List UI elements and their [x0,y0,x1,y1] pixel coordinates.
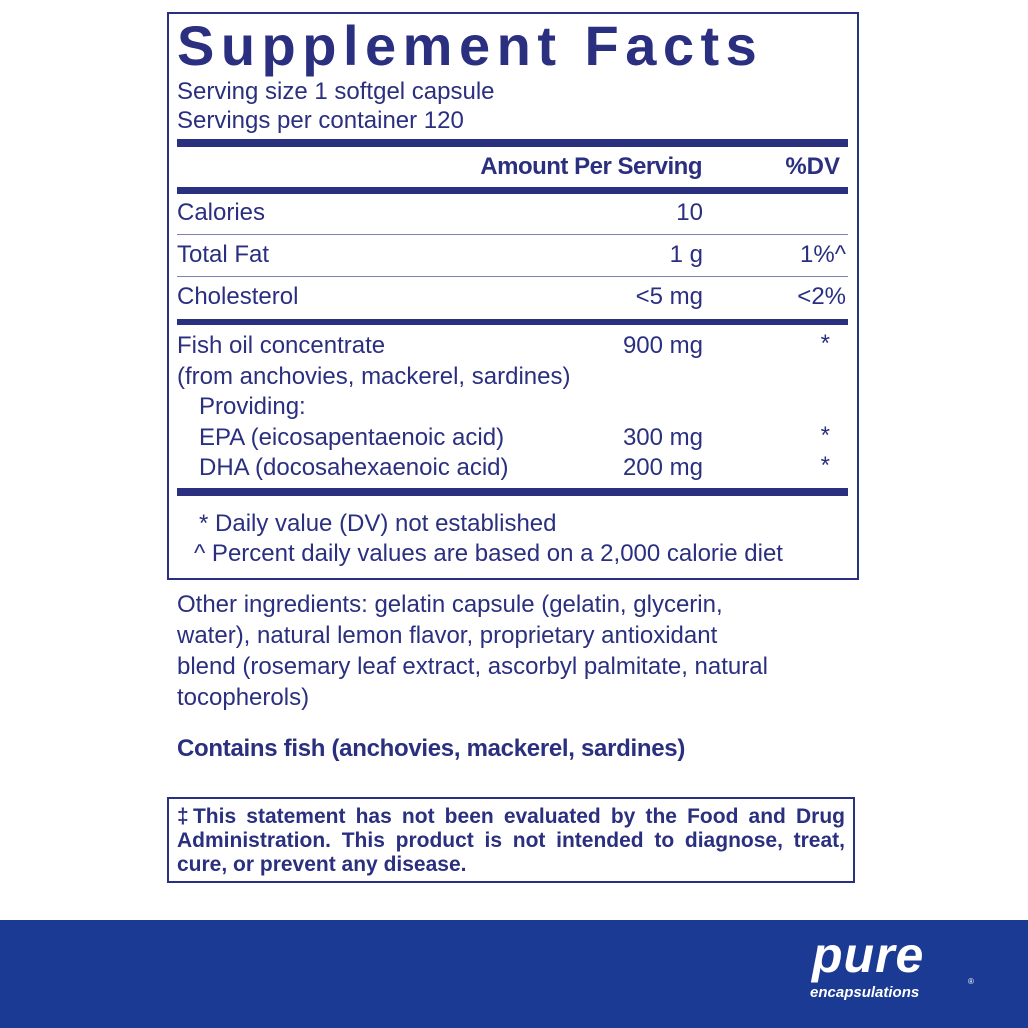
fda-disclaimer: ‡This statement has not been evaluated b… [167,797,855,883]
header-amount: Amount Per Serving [480,153,702,180]
sub-ingredient-dv: * [820,452,830,479]
divider-thick [177,187,848,194]
other-ingredients-line: tocopherols) [177,684,310,711]
divider-thick [177,488,848,496]
servings-per-container: Servings per container 120 [177,107,464,134]
footnote: ^ Percent daily values are based on a 2,… [194,540,783,567]
brand-logo-subtext: encapsulations [810,984,920,1001]
row-name: Total Fat [177,241,270,268]
providing-label: Providing: [199,393,306,420]
divider-thick [177,319,848,325]
ingredient-source: (from anchovies, mackerel, sardines) [177,363,571,390]
brand-banner [0,920,1028,1028]
other-ingredients-line: water), natural lemon flavor, proprietar… [177,622,718,649]
registered-mark: ® [968,977,974,986]
ingredient-amount: 900 mg [622,332,703,359]
other-ingredients-line: Other ingredients: gelatin capsule (gela… [177,591,723,618]
row-name: Cholesterol [177,283,299,310]
divider-thin [177,234,848,235]
ingredient-name: Fish oil concentrate [177,332,386,359]
divider-thick [177,139,848,147]
brand-logo: pure [812,927,925,983]
other-ingredients-line: blend (rosemary leaf extract, ascorbyl p… [177,653,768,680]
sub-ingredient-amount: 200 mg [622,454,703,481]
sub-ingredient-name: EPA (eicosapentaenoic acid) [199,424,505,451]
row-amount: 1 g [669,241,703,268]
header-dv: %DV [785,153,840,180]
supplement-facts-panel [167,12,859,580]
panel-title: Supplement Facts [177,14,764,77]
sub-ingredient-name: DHA (docosahexaenoic acid) [199,454,509,481]
footnote: * Daily value (DV) not established [199,510,557,537]
serving-size: Serving size 1 softgel capsule [177,78,495,105]
divider-thin [177,276,848,277]
row-dv: <2% [797,283,846,310]
row-name: Calories [177,199,266,226]
row-dv: 1%^ [800,241,846,268]
row-amount: 10 [676,199,703,226]
allergen-statement: Contains fish (anchovies, mackerel, sard… [177,735,686,762]
row-amount: <5 mg [635,283,703,310]
sub-ingredient-amount: 300 mg [622,424,703,451]
sub-ingredient-dv: * [820,422,830,449]
ingredient-dv: * [820,330,830,357]
